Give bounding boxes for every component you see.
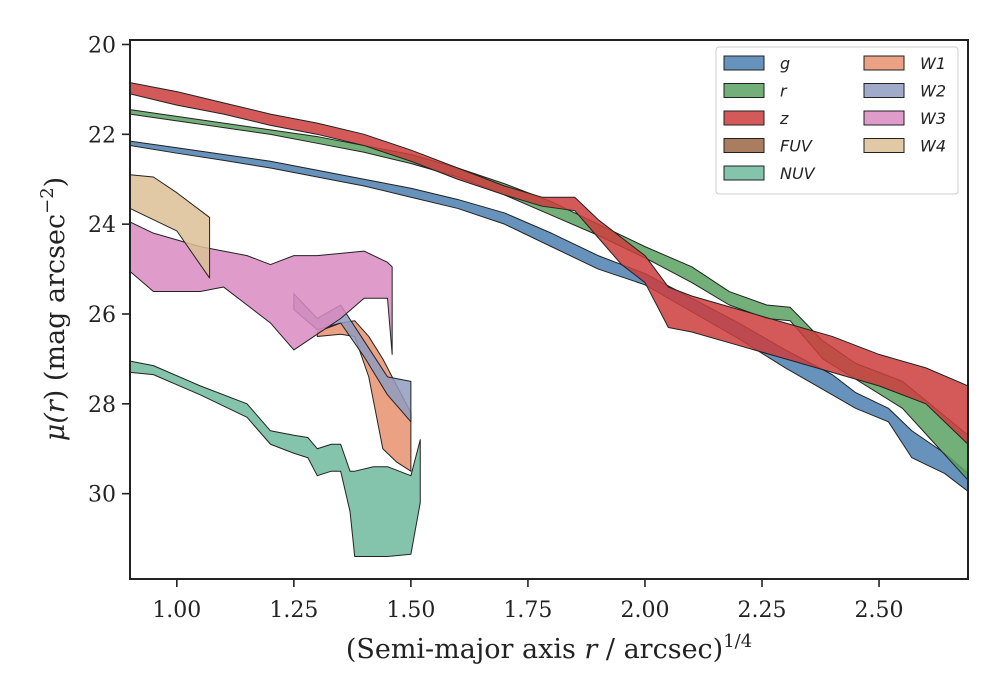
- plot-frame: [129, 39, 969, 580]
- y-tick-label: 24: [88, 213, 116, 238]
- band-w4: [130, 174, 211, 279]
- x-tick-label: 1.25: [269, 598, 318, 623]
- legend-label-w2: W2: [920, 82, 946, 101]
- band-nuv: [130, 360, 421, 558]
- x-axis: 1.00 1.25 1.50 1.75 2.00 2.25 2.50: [152, 579, 904, 623]
- y-axis-label: μ(r) (mag arcsec−2): [37, 177, 71, 441]
- x-tick-label: 2.50: [855, 598, 904, 623]
- legend-label-z: z: [779, 109, 789, 128]
- legend-swatch-g: [723, 55, 765, 71]
- legend-label-nuv: NUV: [780, 164, 816, 183]
- legend-swatch-r: [723, 83, 765, 98]
- x-tick-label: 2.00: [620, 598, 669, 623]
- x-axis-label: (Semi-major axis r / arcsec)1/4: [346, 631, 752, 665]
- y-tick-label: 26: [88, 303, 116, 328]
- y-axis: 20 22 24 26 28 30: [88, 33, 130, 508]
- band-g: [130, 140, 968, 492]
- legend-swatch-nuv: [723, 165, 765, 181]
- band-w1: [316, 320, 412, 472]
- x-tick-label: 1.75: [503, 598, 552, 623]
- legend-swatch-w4: [863, 138, 905, 153]
- legend-label-w4: W4: [920, 137, 946, 156]
- legend-label-w3: W3: [920, 109, 946, 128]
- y-tick-label: 22: [88, 123, 116, 148]
- y-tick-label: 28: [88, 393, 116, 418]
- x-tick-label: 1.50: [386, 598, 435, 623]
- legend: grz FUV NUV W1 W2 W3 W4: [715, 46, 959, 195]
- band-z: [130, 82, 968, 445]
- x-tick-label: 2.25: [738, 598, 787, 623]
- legend-label-r: r: [780, 82, 788, 101]
- legend-swatch-z: [723, 110, 765, 126]
- legend-swatch-fuv: [723, 138, 765, 153]
- series-layer: [130, 82, 968, 558]
- x-tick-label: 1.00: [152, 598, 201, 623]
- legend-label-fuv: FUV: [780, 137, 813, 156]
- y-tick-label: 20: [88, 33, 116, 58]
- legend-label-w1: W1: [920, 54, 946, 73]
- y-tick-label: 30: [88, 483, 116, 508]
- legend-swatch-w3: [863, 110, 905, 126]
- legend-label-g: g: [780, 54, 790, 73]
- legend-swatch-w2: [863, 83, 905, 98]
- legend-swatch-w1: [863, 55, 905, 71]
